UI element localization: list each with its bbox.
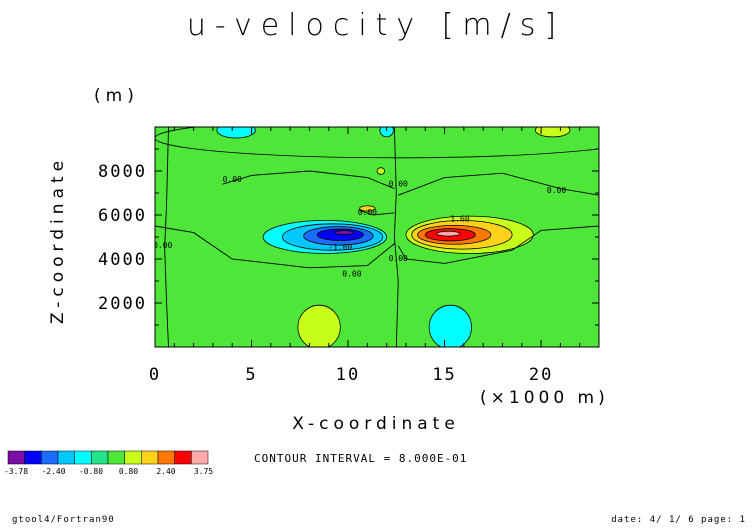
contour-interval-label: CONTOUR INTERVAL = 8.000E-01 (254, 452, 468, 465)
colorbar-swatch (157, 450, 175, 465)
colorbar-tick-label: -2.40 (41, 467, 65, 476)
colorbar: -3.78 -2.40 -0.80 0.80 2.40 3.75 (4, 450, 213, 476)
colorbar-swatch (174, 450, 192, 465)
x-tick-label: 15 (432, 365, 456, 385)
colorbar-swatch (7, 450, 25, 465)
y-tick-label: 2000 (98, 294, 147, 314)
contour-region (379, 127, 394, 138)
x-axis-label: X-coordinate (292, 414, 460, 434)
contour-label: 0.00 (153, 241, 172, 250)
contour-region (155, 127, 599, 159)
colorbar-swatch (74, 450, 92, 465)
contour-label: 0.00 (389, 179, 408, 188)
contour-line (393, 127, 399, 347)
colorbar-swatch (191, 450, 209, 465)
colorbar-swatch (57, 450, 75, 465)
y-tick-label: 6000 (98, 206, 147, 226)
colorbar-tick-label: 0.80 (119, 467, 138, 476)
contour-region (376, 167, 386, 175)
x-tick-label: 10 (336, 365, 360, 385)
colorbar-swatch (107, 450, 125, 465)
y-tick-label: 8000 (98, 162, 147, 182)
contour-line (359, 210, 395, 216)
contour-region (334, 230, 355, 235)
colorbar-swatch (24, 450, 42, 465)
y-tick-label: 4000 (98, 250, 147, 270)
contour-label: -1.60 (328, 243, 352, 252)
x-tick-label: 0 (149, 365, 161, 385)
contour-region (297, 304, 341, 347)
contour-label: 0.00 (547, 186, 566, 195)
contour-line (155, 225, 395, 269)
colorbar-tick-label: -0.80 (79, 467, 103, 476)
contour-line (398, 172, 599, 196)
contour-label: 0.00 (223, 175, 242, 184)
x-unit-label: (×1000 m) (480, 388, 609, 408)
colorbar-tick-label: 3.75 (194, 467, 213, 476)
plot-axes: 0 5 10 15 20 2000 4000 6000 8000 (98, 126, 600, 385)
colorbar-swatch (141, 450, 159, 465)
colorbar-swatch (91, 450, 109, 465)
colorbar-tick-label: -3.78 (4, 467, 28, 476)
y-unit-label: (m) (94, 86, 139, 106)
footer-program: gtool4/Fortran90 (12, 515, 115, 525)
colorbar-swatch (41, 450, 59, 465)
colorbar-tick-label: 2.40 (156, 467, 175, 476)
x-tick-label: 20 (529, 365, 553, 385)
contour-region (436, 230, 461, 237)
contour-line (397, 225, 599, 264)
contour-label: 0.00 (358, 208, 377, 217)
contour-line (164, 127, 169, 347)
contour-region (428, 304, 472, 347)
contour-label: 0.00 (389, 254, 408, 263)
contour-label: 0.00 (342, 270, 361, 279)
contour-region (359, 205, 376, 212)
colorbar-swatch (124, 450, 142, 465)
x-tick-label: 5 (245, 365, 257, 385)
contour-line (222, 170, 395, 190)
contour-field: 0.00 0.00 0.00 0.00 0.00 1.60 -1.60 0.00 0.00 (153, 127, 599, 347)
footer-date: date: 4/ 1/ 6 page: 1 (611, 515, 746, 525)
contour-region (534, 127, 571, 138)
chart-title: u-velocity [m/s] (186, 8, 566, 43)
contour-label: 1.60 (450, 215, 469, 224)
contour-region (216, 127, 256, 139)
